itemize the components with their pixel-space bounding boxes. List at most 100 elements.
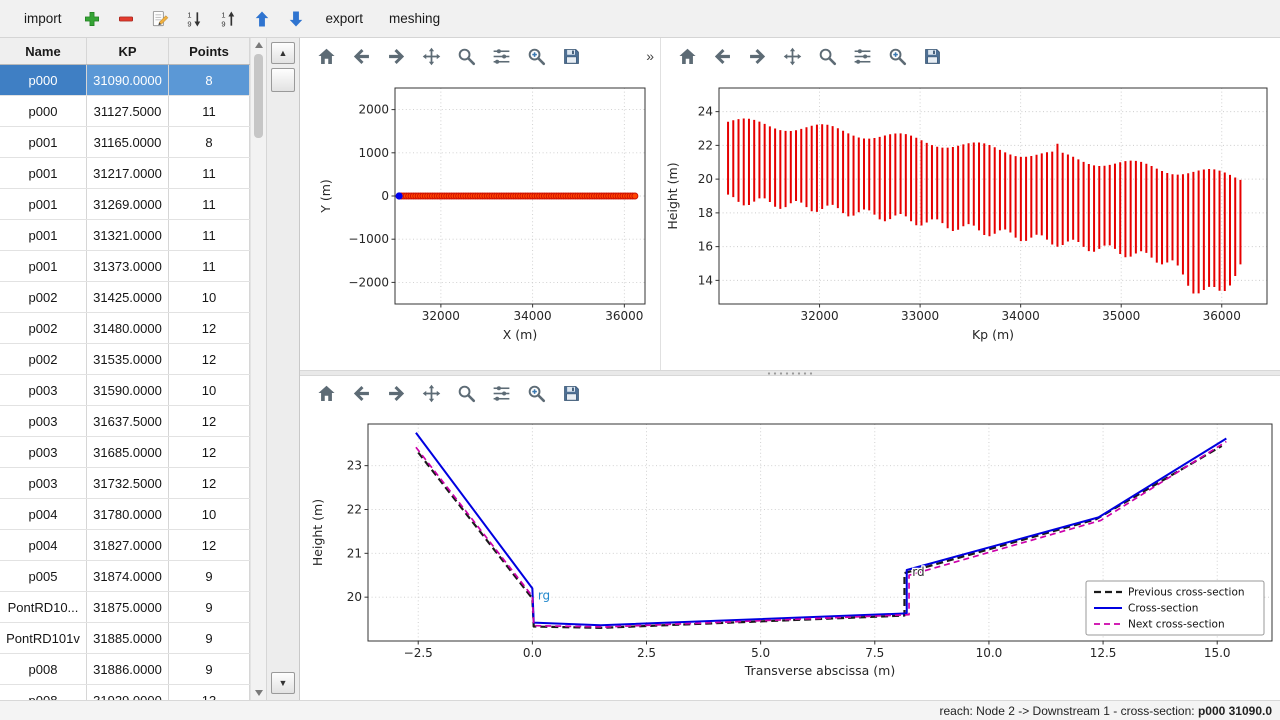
- horizontal-splitter[interactable]: [300, 370, 1280, 376]
- table-cell-points[interactable]: 11: [169, 220, 250, 250]
- pan-button[interactable]: [417, 42, 445, 70]
- table-row[interactable]: p003 31590.0000 10: [0, 375, 250, 406]
- table-cell-points[interactable]: 12: [169, 468, 250, 498]
- table-row[interactable]: p001 31373.0000 11: [0, 251, 250, 282]
- table-cell-kp[interactable]: 31127.5000: [87, 96, 169, 126]
- table-cell-name[interactable]: PontRD101v: [0, 623, 87, 653]
- table-cell-name[interactable]: p005: [0, 561, 87, 591]
- subplots-button[interactable]: [487, 42, 515, 70]
- table-cell-kp[interactable]: 31217.0000: [87, 158, 169, 188]
- table-cell-kp[interactable]: 31637.5000: [87, 406, 169, 436]
- table-cell-name[interactable]: p003: [0, 375, 87, 405]
- table-cell-name[interactable]: p002: [0, 313, 87, 343]
- table-cell-kp[interactable]: 31165.0000: [87, 127, 169, 157]
- table-cell-points[interactable]: 12: [169, 437, 250, 467]
- table-cell-kp[interactable]: 31321.0000: [87, 220, 169, 250]
- table-cell-name[interactable]: p002: [0, 344, 87, 374]
- table-row[interactable]: p002 31480.0000 12: [0, 313, 250, 344]
- column-header-kp[interactable]: KP: [87, 38, 169, 64]
- table-cell-kp[interactable]: 31886.0000: [87, 654, 169, 684]
- table-row[interactable]: p001 31321.0000 11: [0, 220, 250, 251]
- table-row[interactable]: p002 31425.0000 10: [0, 282, 250, 313]
- table-cell-kp[interactable]: 31373.0000: [87, 251, 169, 281]
- sort-ascending-button[interactable]: [180, 5, 208, 33]
- table-cell-name[interactable]: p000: [0, 96, 87, 126]
- table-cell-name[interactable]: p002: [0, 282, 87, 312]
- table-cell-name[interactable]: p001: [0, 220, 87, 250]
- table-cell-points[interactable]: 9: [169, 592, 250, 622]
- table-cell-name[interactable]: p004: [0, 499, 87, 529]
- table-cell-kp[interactable]: 31780.0000: [87, 499, 169, 529]
- table-cell-name[interactable]: p008: [0, 654, 87, 684]
- table-cell-kp[interactable]: 31827.0000: [87, 530, 169, 560]
- table-cell-kp[interactable]: 31269.0000: [87, 189, 169, 219]
- menu-export[interactable]: export: [325, 11, 364, 26]
- table-cell-points[interactable]: 9: [169, 561, 250, 591]
- table-cell-points[interactable]: 10: [169, 375, 250, 405]
- home-button[interactable]: [312, 379, 340, 407]
- scroll-up-icon[interactable]: [255, 42, 263, 48]
- home-button[interactable]: [673, 42, 701, 70]
- zoom-button[interactable]: [813, 42, 841, 70]
- pan-button[interactable]: [778, 42, 806, 70]
- save-button[interactable]: [557, 379, 585, 407]
- forward-button[interactable]: [382, 379, 410, 407]
- cross-section-chart[interactable]: rg rd Previous cross-section Cross-section N…: [300, 410, 1280, 700]
- table-cell-kp[interactable]: 31875.0000: [87, 592, 169, 622]
- home-button[interactable]: [312, 42, 340, 70]
- table-cell-points[interactable]: 8: [169, 127, 250, 157]
- scroll-down-button[interactable]: ▼: [271, 672, 295, 694]
- table-cell-kp[interactable]: 31732.5000: [87, 468, 169, 498]
- menu-import[interactable]: import: [24, 11, 62, 26]
- table-row[interactable]: p000 31090.0000 8: [0, 65, 250, 96]
- scroll-down-icon[interactable]: [255, 690, 263, 696]
- back-button[interactable]: [708, 42, 736, 70]
- table-cell-points[interactable]: 11: [169, 189, 250, 219]
- table-row[interactable]: p000 31127.5000 11: [0, 96, 250, 127]
- splitter-handle[interactable]: [766, 371, 814, 375]
- table-cell-kp[interactable]: 31685.0000: [87, 437, 169, 467]
- back-button[interactable]: [347, 379, 375, 407]
- save-button[interactable]: [557, 42, 585, 70]
- zoom-button[interactable]: [452, 42, 480, 70]
- table-cell-kp[interactable]: 31090.0000: [87, 65, 169, 95]
- table-cell-name[interactable]: p003: [0, 437, 87, 467]
- table-cell-name[interactable]: p001: [0, 189, 87, 219]
- subplots-button[interactable]: [487, 379, 515, 407]
- table-row[interactable]: p003 31637.5000 12: [0, 406, 250, 437]
- zoom-button[interactable]: [452, 379, 480, 407]
- table-cell-name[interactable]: p001: [0, 127, 87, 157]
- table-row[interactable]: p003 31732.5000 12: [0, 468, 250, 499]
- table-cell-points[interactable]: 8: [169, 65, 250, 95]
- table-cell-name[interactable]: p000: [0, 65, 87, 95]
- table-row[interactable]: p001 31165.0000 8: [0, 127, 250, 158]
- table-row[interactable]: p001 31269.0000 11: [0, 189, 250, 220]
- forward-button[interactable]: [743, 42, 771, 70]
- table-cell-kp[interactable]: 31535.0000: [87, 344, 169, 374]
- table-cell-points[interactable]: 11: [169, 158, 250, 188]
- table-cell-name[interactable]: p003: [0, 468, 87, 498]
- move-down-button[interactable]: [282, 5, 310, 33]
- table-cell-name[interactable]: p004: [0, 530, 87, 560]
- table-cell-kp[interactable]: 31590.0000: [87, 375, 169, 405]
- table-row[interactable]: p005 31874.0000 9: [0, 561, 250, 592]
- column-header-name[interactable]: Name: [0, 38, 87, 64]
- table-cell-name[interactable]: PontRD10...: [0, 592, 87, 622]
- customize-button[interactable]: [522, 379, 550, 407]
- table-cell-kp[interactable]: 31885.0000: [87, 623, 169, 653]
- table-scrollbar-thumb[interactable]: [254, 54, 263, 138]
- table-row[interactable]: p004 31780.0000 10: [0, 499, 250, 530]
- table-cell-points[interactable]: 9: [169, 623, 250, 653]
- move-up-button[interactable]: [248, 5, 276, 33]
- table-cell-name[interactable]: p003: [0, 406, 87, 436]
- secondary-scrollbar-thumb[interactable]: [271, 68, 295, 92]
- sort-descending-button[interactable]: [214, 5, 242, 33]
- table-row[interactable]: PontRD101v 31885.0000 9: [0, 623, 250, 654]
- menu-meshing[interactable]: meshing: [389, 11, 441, 26]
- table-cell-kp[interactable]: 31480.0000: [87, 313, 169, 343]
- back-button[interactable]: [347, 42, 375, 70]
- table-cell-points[interactable]: 12: [169, 530, 250, 560]
- table-cell-kp[interactable]: 31874.0000: [87, 561, 169, 591]
- profile-view-chart[interactable]: 32000 33000 34000 35000 36000 14 16 18 20 22 24 Kp …: [661, 74, 1280, 370]
- table-cell-kp[interactable]: 31425.0000: [87, 282, 169, 312]
